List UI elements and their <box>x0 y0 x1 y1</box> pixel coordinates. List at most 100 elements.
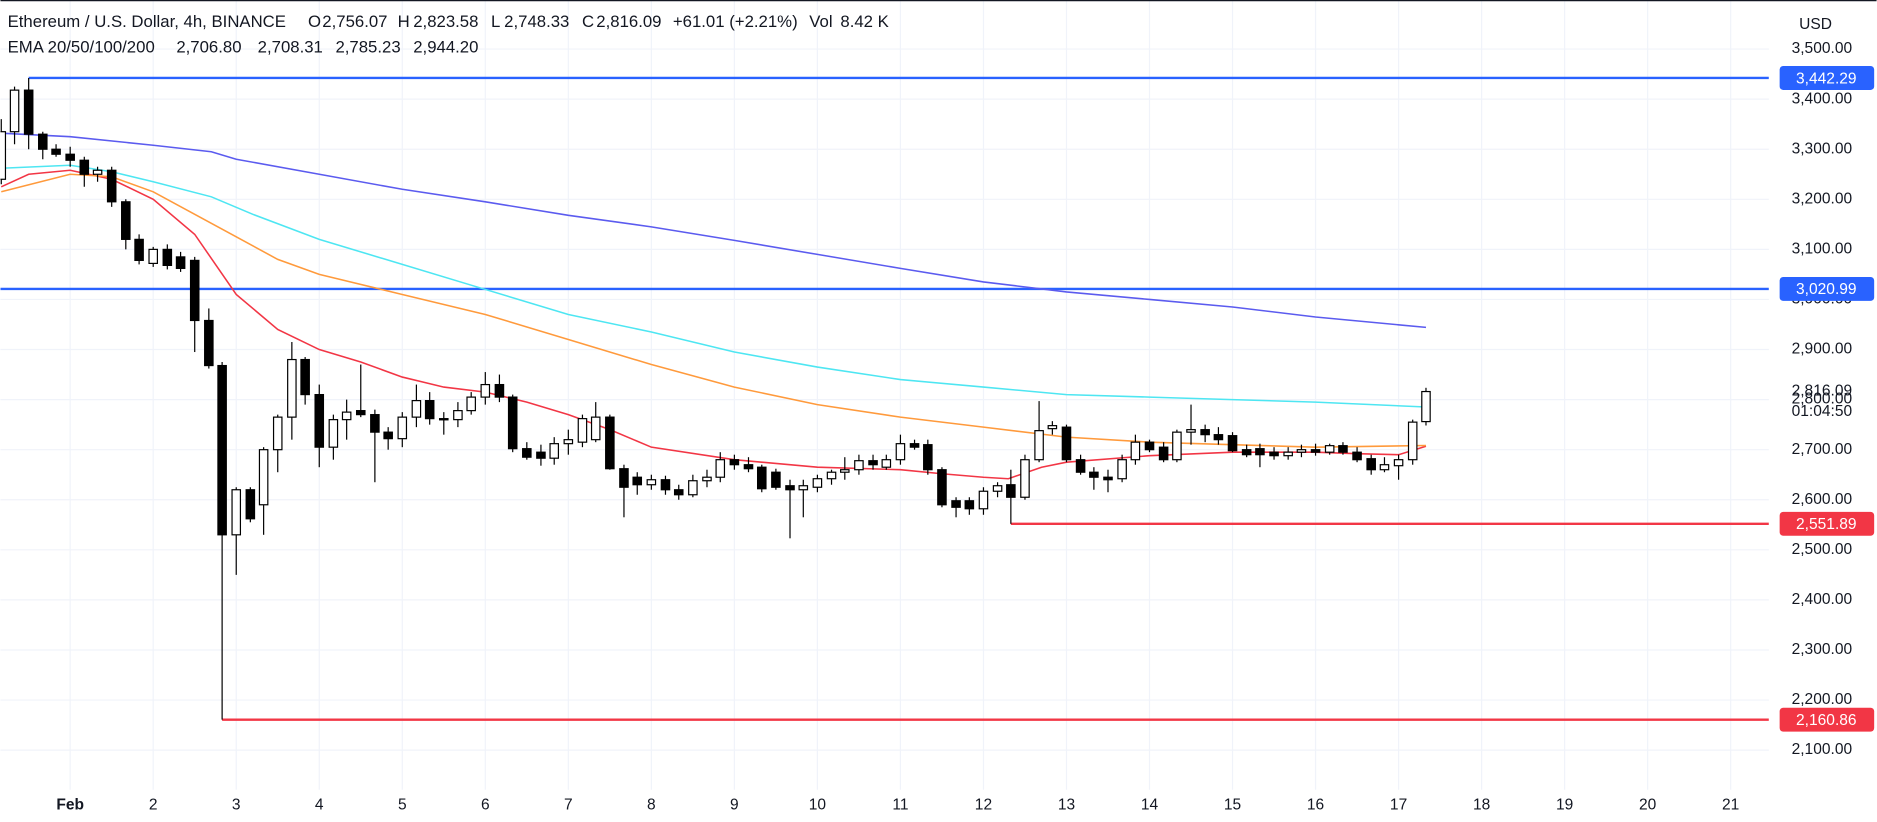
candle-body <box>1393 459 1404 467</box>
candle-body <box>522 448 532 458</box>
x-tick-label: 10 <box>809 796 827 813</box>
x-tick-label: 16 <box>1307 796 1324 813</box>
candle-body <box>287 358 297 418</box>
candle-body <box>1213 434 1224 441</box>
x-tick-label: 13 <box>1058 796 1075 813</box>
candle-body <box>895 443 906 461</box>
candle-body <box>964 500 975 510</box>
candle-body <box>785 485 795 491</box>
candle-body <box>646 479 657 486</box>
candle-body <box>79 159 90 175</box>
candle-body <box>397 416 408 440</box>
last-price: 2,816.09 <box>1792 383 1853 400</box>
ohlc-key: C <box>582 12 594 31</box>
candle-body <box>854 460 864 471</box>
candle-body <box>536 451 546 459</box>
candle-body <box>92 169 103 175</box>
candle-body <box>1227 435 1238 452</box>
x-tick-label: 19 <box>1556 796 1573 813</box>
candle-body <box>148 248 158 264</box>
grid <box>0 0 1769 790</box>
x-tick-label: 5 <box>398 796 407 813</box>
candle-body <box>743 464 754 470</box>
currency-button-bg[interactable] <box>1783 7 1858 41</box>
y-tick-label: 2,500.00 <box>1792 541 1853 558</box>
candle-body <box>258 449 269 506</box>
y-tick-label: 2,300.00 <box>1792 641 1853 658</box>
candle-body <box>549 443 560 459</box>
candle-body <box>411 400 422 418</box>
ema-line <box>1 173 1426 448</box>
candle-body <box>453 410 463 421</box>
price-labels: 3,442.29 3,020.99 2,551.89 2,160.86 2,816.09… <box>1779 66 1875 732</box>
currency-label[interactable]: USD <box>1799 16 1832 33</box>
candle-body <box>1338 445 1348 453</box>
candle-body <box>1020 459 1030 498</box>
candle-body <box>1310 449 1321 453</box>
candle-body <box>951 500 961 508</box>
candle-body <box>1407 421 1418 461</box>
candle-body <box>217 364 227 536</box>
price-label: 3,442.29 <box>1796 70 1857 87</box>
candle-body <box>51 148 61 155</box>
candle-body <box>0 131 7 180</box>
candle-body <box>1296 449 1307 453</box>
x-tick-label: 3 <box>232 796 241 813</box>
x-tick-label: 8 <box>647 796 656 813</box>
candle-body <box>1172 431 1182 461</box>
x-tick-label: 7 <box>564 796 573 813</box>
candle-body <box>1089 471 1099 478</box>
currency-button[interactable]: USD <box>1783 7 1858 41</box>
x-tick-label: 21 <box>1722 796 1739 813</box>
x-tick-label: 14 <box>1141 796 1159 813</box>
candle-body <box>1379 464 1390 471</box>
candle-body <box>992 485 1003 492</box>
x-tick-label: 18 <box>1473 796 1490 813</box>
x-tick-label: 11 <box>892 796 908 813</box>
y-tick-label: 2,200.00 <box>1792 691 1853 708</box>
candle-body <box>507 396 518 450</box>
price-label: 2,551.89 <box>1796 516 1857 533</box>
x-tick-label: 2 <box>149 796 158 813</box>
candle-body <box>923 444 933 471</box>
candle-body <box>466 396 476 412</box>
price-label-bg <box>1779 66 1875 90</box>
candle-body <box>1075 459 1086 473</box>
candle-body <box>245 489 256 520</box>
ohlc-value: 2,756.07 <box>322 12 387 31</box>
candle-body <box>605 416 615 470</box>
candle-body <box>1200 429 1210 436</box>
candle-body <box>715 459 726 478</box>
axes: 2,100.00 2,200.00 2,300.00 2,400.00 2,500.00… <box>56 40 1852 813</box>
legend-header: Ethereum / U.S. Dollar, 4h, BINANCE O 2,… <box>8 12 889 56</box>
volume: 8.42 K <box>840 12 888 31</box>
y-tick-label: 2,400.00 <box>1792 591 1853 608</box>
y-tick-label: 3,400.00 <box>1792 90 1853 107</box>
candle-body <box>563 439 574 445</box>
symbol: Ethereum / U.S. Dollar, 4h, BINANCE <box>8 12 286 31</box>
candle-body <box>65 153 75 161</box>
x-tick-label: 20 <box>1639 796 1657 813</box>
candle-body <box>1186 429 1196 433</box>
plot-area <box>0 76 1769 721</box>
candle-body <box>37 133 48 150</box>
y-tick-label: 2,700.00 <box>1792 441 1853 458</box>
candle-body <box>937 469 947 506</box>
candle-body <box>881 459 892 468</box>
ohlc-key: H <box>398 12 410 31</box>
y-tick-label: 3,100.00 <box>1792 240 1853 257</box>
candle-body <box>1130 441 1141 461</box>
candle-body <box>1158 446 1169 461</box>
candle-body <box>756 466 767 490</box>
candle-body <box>771 471 781 488</box>
candle-body <box>1366 458 1376 471</box>
x-tick-label: 15 <box>1224 796 1241 813</box>
candle-body <box>868 460 878 466</box>
candle-body <box>1269 451 1279 457</box>
candle-body <box>798 485 809 491</box>
y-tick-label: 3,200.00 <box>1792 190 1853 207</box>
candle-body <box>978 490 989 510</box>
candle-body <box>134 238 144 261</box>
